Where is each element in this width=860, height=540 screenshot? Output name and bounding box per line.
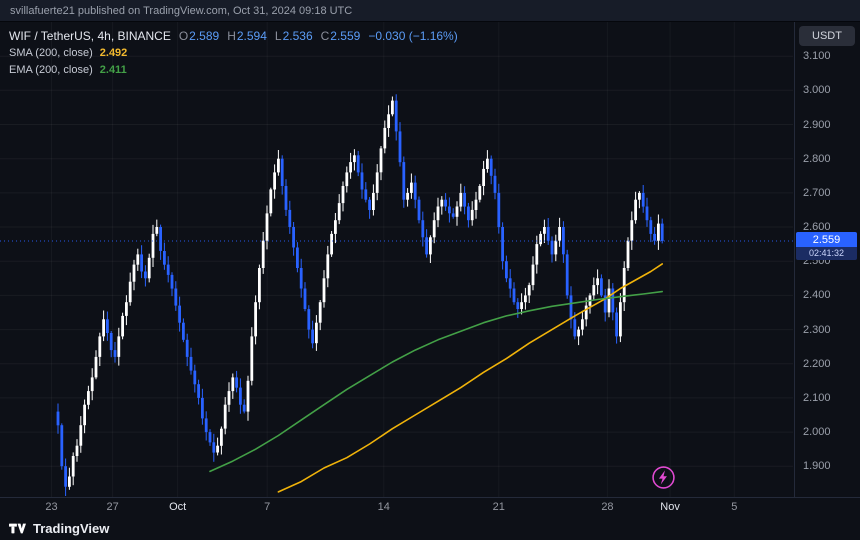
chart-canvas[interactable] bbox=[0, 22, 793, 497]
ohlc-low: L2.536 bbox=[275, 29, 313, 44]
price-tick: 1.900 bbox=[803, 460, 831, 473]
attribution-bar: svillafuerte21 published on TradingView.… bbox=[0, 0, 860, 22]
low-label: L bbox=[274, 29, 282, 43]
attribution-text: svillafuerte21 published on TradingView.… bbox=[10, 4, 353, 17]
time-tick: 27 bbox=[106, 501, 119, 513]
ema-value: 2.411 bbox=[99, 63, 127, 76]
time-tick: 23 bbox=[45, 501, 58, 513]
price-tick: 2.100 bbox=[803, 391, 831, 404]
price-tick: 2.300 bbox=[803, 323, 831, 336]
change-value: −0.030 (−1.16%) bbox=[368, 29, 458, 43]
ema-label: EMA (200, close) bbox=[9, 63, 93, 76]
price-tick: 2.200 bbox=[803, 357, 831, 370]
symbol-row: WIF / TetherUS, 4h, BINANCE O2.589 H2.59… bbox=[9, 29, 458, 44]
tradingview-logo-icon[interactable] bbox=[9, 521, 26, 536]
time-axis[interactable]: 23 27 Oct 7 14 21 28 Nov 5 bbox=[0, 498, 795, 518]
price-axis[interactable]: USDT 2.559 02:41:32 3.100 3.000 2.900 2.800… bbox=[795, 22, 860, 497]
ohlc-close: C2.559 bbox=[321, 29, 361, 44]
time-tick: 14 bbox=[377, 501, 390, 513]
price-tick: 3.100 bbox=[803, 50, 831, 63]
symbol-title[interactable]: WIF / TetherUS, 4h, BINANCE bbox=[9, 29, 171, 43]
ohlc-open: O2.589 bbox=[179, 29, 219, 44]
price-tick: 2.700 bbox=[803, 186, 831, 199]
time-tick: 28 bbox=[601, 501, 614, 513]
high-value: 2.594 bbox=[236, 29, 267, 43]
chart-legend: WIF / TetherUS, 4h, BINANCE O2.589 H2.59… bbox=[9, 29, 458, 78]
lightning-icon bbox=[652, 466, 675, 489]
sma-label: SMA (200, close) bbox=[9, 47, 93, 59]
time-tick: Oct bbox=[169, 501, 187, 513]
chart-region: WIF / TetherUS, 4h, BINANCE O2.589 H2.59… bbox=[0, 22, 860, 497]
last-price-label: 2.559 02:41:32 bbox=[796, 232, 857, 261]
time-tick: Nov bbox=[660, 501, 680, 513]
low-value: 2.536 bbox=[282, 29, 313, 43]
close-label: C bbox=[320, 29, 330, 43]
chart-area[interactable]: WIF / TetherUS, 4h, BINANCE O2.589 H2.59… bbox=[0, 22, 795, 497]
price-tick: 2.400 bbox=[803, 289, 831, 302]
time-axis-row: 23 27 Oct 7 14 21 28 Nov 5 bbox=[0, 497, 860, 517]
price-tick: 3.000 bbox=[803, 84, 831, 97]
time-tick: 21 bbox=[492, 501, 505, 513]
bar-countdown: 02:41:32 bbox=[796, 247, 857, 261]
open-value: 2.589 bbox=[189, 29, 220, 43]
open-label: O bbox=[178, 29, 189, 43]
last-price-value: 2.559 bbox=[796, 232, 857, 248]
high-label: H bbox=[227, 29, 236, 43]
price-tick: 2.900 bbox=[803, 118, 831, 131]
time-tick: 7 bbox=[264, 501, 271, 513]
close-value: 2.559 bbox=[330, 29, 361, 43]
tradingview-wordmark[interactable]: TradingView bbox=[33, 520, 110, 536]
indicator-row-sma[interactable]: SMA (200, close) 2.492 bbox=[9, 47, 458, 61]
currency-toggle-button[interactable]: USDT bbox=[799, 26, 855, 46]
ohlc-high: H2.594 bbox=[227, 29, 267, 44]
axis-corner bbox=[795, 498, 860, 518]
indicator-row-ema[interactable]: EMA (200, close) 2.411 bbox=[9, 64, 458, 78]
price-tick: 2.000 bbox=[803, 426, 831, 439]
price-tick: 2.600 bbox=[803, 221, 831, 234]
time-tick: 5 bbox=[731, 501, 738, 513]
sma-value: 2.492 bbox=[99, 47, 128, 59]
boost-button[interactable] bbox=[651, 465, 676, 490]
price-tick: 2.800 bbox=[803, 152, 831, 165]
footer-bar: TradingView bbox=[0, 517, 860, 539]
